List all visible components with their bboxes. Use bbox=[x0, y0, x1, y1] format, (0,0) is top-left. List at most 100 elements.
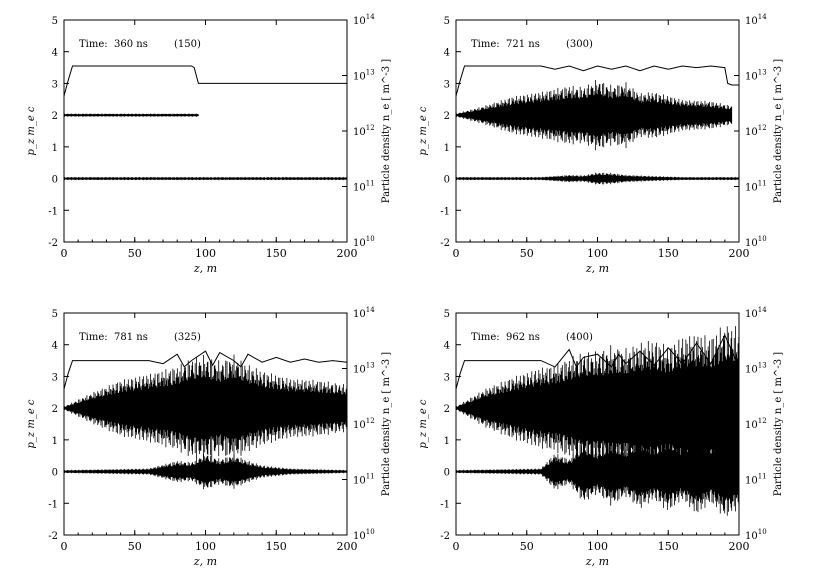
y-tick-label: -2 bbox=[48, 238, 58, 249]
right-tick-base: 10 bbox=[745, 365, 758, 376]
y-tick-label: 4 bbox=[444, 341, 450, 352]
y-tick-label: 2 bbox=[444, 111, 450, 122]
right-tick-exponent: 14 bbox=[366, 306, 375, 314]
right-tick-label: 1010 bbox=[745, 528, 767, 542]
right-tick-exponent: 14 bbox=[758, 13, 767, 21]
x-tick-label: 150 bbox=[266, 247, 287, 260]
y-tick-label: -1 bbox=[440, 499, 450, 510]
panel-1: 0 50 100 150 200-2-1012345101010111012101310… bbox=[26, 13, 392, 275]
x-tick-label: 0 bbox=[61, 247, 68, 260]
right-tick-label: 1012 bbox=[353, 417, 375, 431]
x-tick-label: 100 bbox=[587, 247, 608, 260]
right-tick-base: 10 bbox=[745, 183, 758, 194]
right-tick-label: 1014 bbox=[353, 306, 375, 320]
time-label: Time: bbox=[471, 332, 500, 343]
density-line bbox=[64, 350, 347, 390]
right-tick-exponent: 11 bbox=[366, 180, 375, 188]
plasma-momentum-band bbox=[64, 177, 347, 181]
beam-momentum-band bbox=[64, 113, 199, 117]
right-tick-label: 1013 bbox=[353, 362, 375, 376]
y-tick-label: 0 bbox=[52, 175, 58, 186]
right-tick-exponent: 12 bbox=[366, 417, 375, 425]
y-tick-label: -2 bbox=[48, 531, 58, 542]
step-label: (300) bbox=[566, 39, 593, 50]
x-tick-label: 150 bbox=[658, 540, 679, 553]
right-tick-label: 1012 bbox=[745, 417, 767, 431]
right-tick-label: 1013 bbox=[353, 69, 375, 83]
y-axis-title-left: p_z m_e c bbox=[418, 399, 429, 448]
right-tick-base: 10 bbox=[745, 238, 758, 249]
y-axis-title-right: Particle density n_e [ m^-3 ] bbox=[381, 352, 392, 496]
right-tick-exponent: 10 bbox=[758, 528, 767, 536]
right-tick-exponent: 13 bbox=[366, 69, 375, 77]
y-tick-label: 3 bbox=[444, 79, 450, 90]
right-tick-exponent: 14 bbox=[366, 13, 375, 21]
y-tick-label: -2 bbox=[440, 531, 450, 542]
data-layer bbox=[456, 326, 739, 516]
right-tick-label: 1014 bbox=[745, 13, 767, 27]
time-label: Time: bbox=[79, 332, 108, 343]
y-tick-label: 1 bbox=[52, 143, 58, 154]
right-tick-exponent: 13 bbox=[758, 69, 767, 77]
data-layer bbox=[64, 65, 347, 181]
y-axis-title-right: Particle density n_e [ m^-3 ] bbox=[773, 59, 784, 203]
right-tick-label: 1010 bbox=[745, 235, 767, 249]
right-tick-label: 1012 bbox=[353, 124, 375, 138]
right-tick-base: 10 bbox=[745, 476, 758, 487]
time-label: Time: bbox=[79, 39, 108, 50]
right-tick-base: 10 bbox=[745, 531, 758, 542]
step-label: (325) bbox=[174, 332, 201, 343]
y-tick-label: 1 bbox=[52, 436, 58, 447]
plot-frame bbox=[63, 19, 348, 243]
right-tick-base: 10 bbox=[745, 309, 758, 320]
y-tick-label: 5 bbox=[444, 16, 450, 27]
right-tick-base: 10 bbox=[353, 72, 366, 83]
x-tick-label: 150 bbox=[658, 247, 679, 260]
y-tick-label: 2 bbox=[52, 111, 58, 122]
x-tick-label: 50 bbox=[520, 540, 534, 553]
y-tick-label: 1 bbox=[444, 436, 450, 447]
right-tick-base: 10 bbox=[745, 127, 758, 138]
time-value: 721 ns bbox=[506, 39, 540, 50]
x-axis-title: z, m bbox=[193, 555, 217, 568]
right-tick-exponent: 13 bbox=[366, 362, 375, 370]
time-label: Time: bbox=[471, 39, 500, 50]
y-tick-label: 4 bbox=[52, 48, 58, 59]
data-layer bbox=[456, 65, 739, 185]
right-tick-label: 1010 bbox=[353, 528, 375, 542]
x-tick-label: 50 bbox=[128, 247, 142, 260]
x-axis-title: z, m bbox=[585, 262, 609, 275]
y-axis-title-left: p_z m_e c bbox=[26, 399, 37, 448]
right-tick-exponent: 12 bbox=[758, 124, 767, 132]
y-tick-label: 4 bbox=[52, 341, 58, 352]
density-line bbox=[64, 65, 347, 97]
x-tick-label: 0 bbox=[61, 540, 68, 553]
right-tick-base: 10 bbox=[353, 476, 366, 487]
plasma-momentum-band bbox=[456, 172, 739, 185]
right-tick-exponent: 11 bbox=[366, 473, 375, 481]
x-tick-label: 100 bbox=[587, 540, 608, 553]
y-tick-label: 3 bbox=[52, 79, 58, 90]
right-tick-base: 10 bbox=[745, 16, 758, 27]
x-tick-label: 200 bbox=[337, 540, 358, 553]
right-tick-exponent: 10 bbox=[366, 528, 375, 536]
panel-4: 0 50 100 150 200-2-1012345101010111012101310… bbox=[418, 306, 784, 568]
y-tick-label: 5 bbox=[444, 309, 450, 320]
right-tick-base: 10 bbox=[745, 72, 758, 83]
y-tick-label: -1 bbox=[440, 206, 450, 217]
density-line bbox=[456, 65, 739, 97]
y-tick-label: 3 bbox=[444, 372, 450, 383]
right-tick-base: 10 bbox=[353, 127, 366, 138]
right-tick-label: 1013 bbox=[745, 362, 767, 376]
x-tick-label: 50 bbox=[128, 540, 142, 553]
y-axis-title-left: p_z m_e c bbox=[418, 106, 429, 155]
right-tick-base: 10 bbox=[353, 183, 366, 194]
y-tick-label: 0 bbox=[444, 468, 450, 479]
right-tick-label: 1012 bbox=[745, 124, 767, 138]
x-tick-label: 100 bbox=[195, 540, 216, 553]
right-tick-label: 1011 bbox=[745, 180, 767, 194]
right-tick-exponent: 11 bbox=[758, 180, 767, 188]
right-tick-base: 10 bbox=[353, 531, 366, 542]
step-label: (150) bbox=[174, 39, 201, 50]
beam-momentum-band bbox=[456, 326, 739, 491]
